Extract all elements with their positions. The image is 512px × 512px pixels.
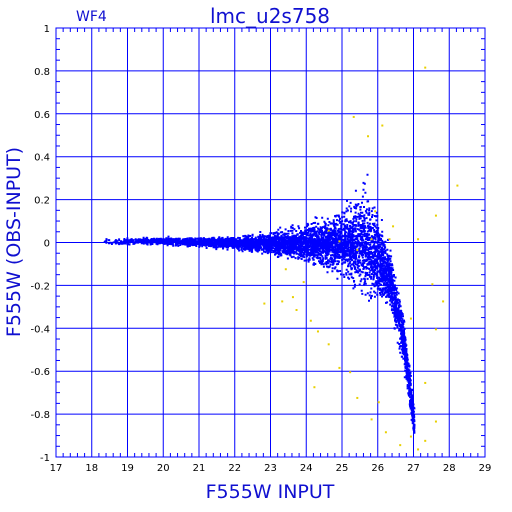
yellow-point xyxy=(349,371,352,374)
yellow-point xyxy=(313,386,316,389)
yellow-point xyxy=(381,124,384,127)
chart-title: lmc_u2s758 xyxy=(210,4,330,28)
x-tick-label: 23 xyxy=(264,463,277,474)
yellow-point xyxy=(327,229,330,232)
y-tick-label: -0.8 xyxy=(30,410,50,421)
yellow-point xyxy=(384,431,387,434)
yellow-point xyxy=(388,238,391,241)
yellow-point xyxy=(434,328,437,331)
yellow-point xyxy=(434,214,437,217)
y-tick-label: -0.4 xyxy=(30,324,50,335)
x-tick-label: 28 xyxy=(443,463,456,474)
yellow-point xyxy=(295,308,298,311)
y-tick-label: 1 xyxy=(44,24,50,35)
yellow-point xyxy=(424,66,427,69)
yellow-point xyxy=(392,225,395,228)
yellow-point xyxy=(316,330,319,333)
y-tick-label: -1 xyxy=(40,453,50,464)
x-tick-label: 20 xyxy=(157,463,170,474)
yellow-point xyxy=(356,248,359,251)
yellow-point xyxy=(309,319,312,322)
y-tick-label: 0.8 xyxy=(34,67,50,78)
yellow-point xyxy=(417,238,420,241)
x-tick-label: 27 xyxy=(407,463,420,474)
x-tick-label: 25 xyxy=(336,463,349,474)
y-tick-label: 0 xyxy=(44,239,50,250)
panel-label: WF4 xyxy=(76,9,107,25)
yellow-point xyxy=(417,448,420,451)
x-axis-label: F555W INPUT xyxy=(206,481,335,503)
y-tick-label: 0.2 xyxy=(34,196,50,207)
x-tick-label: 17 xyxy=(50,463,63,474)
yellow-point xyxy=(338,366,341,369)
x-tick-labels: 17 18 19 20 21 22 23 24 25 26 27 28 29 xyxy=(50,463,492,474)
yellow-point xyxy=(374,210,377,213)
y-tick-label: 0.4 xyxy=(34,153,50,164)
yellow-point xyxy=(263,302,266,305)
yellow-point xyxy=(434,420,437,423)
yellow-point xyxy=(424,439,427,442)
y-tick-label: -0.6 xyxy=(30,367,50,378)
yellow-point xyxy=(291,296,294,299)
yellow-point xyxy=(377,401,380,404)
y-axis-label: F555W (OBS-INPUT) xyxy=(3,147,25,337)
x-tick-label: 18 xyxy=(85,463,98,474)
y-tick-label: -0.2 xyxy=(30,281,50,292)
yellow-point xyxy=(442,300,445,303)
x-tick-label: 21 xyxy=(193,463,206,474)
blue-series xyxy=(103,173,416,434)
x-tick-label: 29 xyxy=(479,463,492,474)
yellow-point xyxy=(409,435,412,438)
x-tick-label: 19 xyxy=(121,463,134,474)
x-tick-label: 26 xyxy=(371,463,384,474)
yellow-point xyxy=(399,444,402,447)
yellow-point xyxy=(370,238,373,241)
yellow-point xyxy=(409,317,412,320)
y-tick-labels: 1 0.8 0.6 0.4 0.2 0 -0.2 -0.4 -0.6 -0.8 -1 xyxy=(30,24,50,464)
yellow-point xyxy=(356,396,359,399)
yellow-point xyxy=(424,381,427,384)
yellow-point xyxy=(456,184,459,187)
yellow-point xyxy=(367,135,370,138)
yellow-point xyxy=(327,343,330,346)
yellow-point xyxy=(302,281,305,284)
y-tick-label: 0.6 xyxy=(34,110,50,121)
x-tick-label: 22 xyxy=(228,463,241,474)
yellow-point xyxy=(431,283,434,286)
blue-point-cloud xyxy=(103,173,416,434)
yellow-point xyxy=(370,418,373,421)
yellow-point xyxy=(352,115,355,118)
yellow-point xyxy=(284,268,287,271)
plot-frame xyxy=(55,27,486,458)
x-tick-label: 24 xyxy=(300,463,313,474)
yellow-point xyxy=(338,240,341,243)
yellow-point xyxy=(281,300,284,303)
yellow-series xyxy=(263,66,459,451)
